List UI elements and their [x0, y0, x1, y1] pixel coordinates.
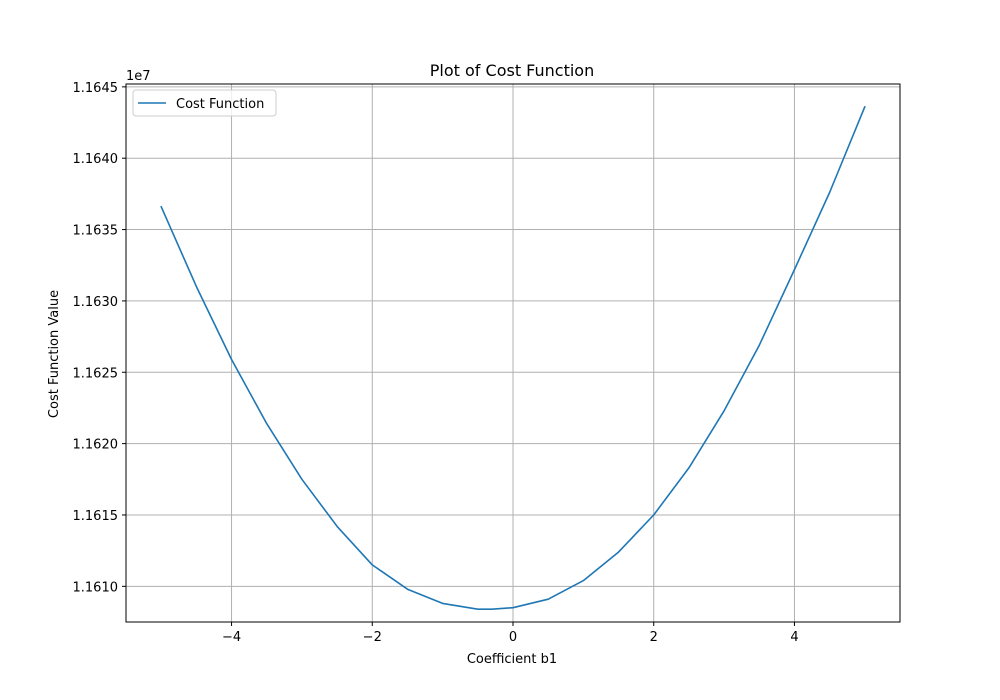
y-tick-label: 1.1610	[73, 580, 119, 595]
y-tick-label: 1.1615	[73, 509, 119, 524]
grid-lines	[126, 84, 900, 622]
y-tick-label: 1.1640	[73, 152, 119, 167]
y-axis-offset-text: 1e7	[126, 69, 151, 84]
y-tick-label: 1.1630	[73, 295, 119, 310]
legend-label: Cost Function	[176, 97, 264, 112]
x-tick-label: 0	[509, 630, 517, 645]
y-tick-label: 1.1620	[73, 438, 119, 453]
y-tick-label: 1.1635	[73, 224, 119, 239]
x-tick-label: 2	[650, 630, 658, 645]
x-tick-label: 4	[790, 630, 798, 645]
chart-title: Plot of Cost Function	[430, 61, 594, 80]
legend-box	[132, 89, 277, 117]
x-axis-label: Coefficient b1	[467, 652, 557, 667]
x-tick-label: −2	[363, 630, 382, 645]
series-line-cost-function	[160, 106, 866, 611]
x-tick-label: −4	[222, 630, 241, 645]
y-tick-label: 1.1625	[73, 366, 119, 381]
series-layer	[160, 106, 866, 611]
x-axis-ticks: −4 −2 0 2 4	[222, 622, 799, 645]
y-tick-label: 1.1645	[73, 81, 119, 96]
y-axis-label: Cost Function Value	[47, 290, 62, 418]
legend: Cost Function	[132, 89, 277, 117]
y-axis-ticks: 1.1610 1.1615 1.1620 1.1625 1.1630 1.1635 1.16…	[73, 81, 126, 595]
